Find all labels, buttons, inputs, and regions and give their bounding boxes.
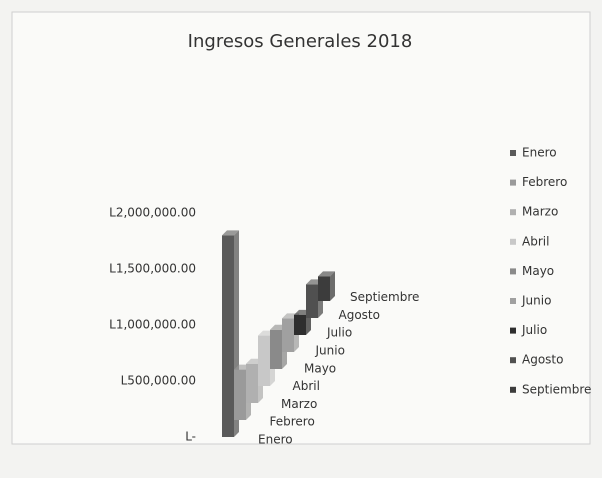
bar [234,369,246,420]
category-label: Agosto [339,308,380,322]
category-label: Enero [258,433,293,447]
category-label: Mayo [304,361,336,375]
legend-swatch [510,357,516,364]
y-tick-label: L- [185,430,196,444]
category-label: Marzo [281,397,317,411]
bar [294,314,306,335]
legend-label: Febrero [522,175,567,189]
bar-side [330,271,335,301]
category-label: Abril [293,379,320,393]
bar [306,284,318,318]
y-tick-label: L1,500,000.00 [109,262,196,276]
category-label: Julio [326,326,352,340]
y-tick-label: L500,000.00 [121,374,196,388]
chart-border [11,11,591,445]
bar-top [222,230,239,236]
legend-swatch [510,386,516,393]
y-tick-label: L2,000,000.00 [109,206,196,220]
legend-swatch [510,179,516,186]
chart-title: Ingresos Generales 2018 [188,31,413,52]
legend-label: Septiembre [522,382,591,396]
legend-label: Julio [521,323,547,337]
legend-swatch [510,327,516,334]
legend-swatch [510,238,516,245]
bar [246,363,258,403]
category-label: Septiembre [350,290,419,304]
bar [222,235,234,437]
legend-label: Mayo [522,264,554,278]
bar [318,276,330,301]
bar [258,335,270,386]
category-label: Junio [315,344,345,358]
bar-top [318,271,335,277]
legend-label: Junio [521,294,551,308]
legend-swatch [510,268,516,275]
legend-label: Enero [522,146,557,160]
y-tick-label: L1,000,000.00 [109,318,196,332]
legend-label: Marzo [522,205,558,219]
legend-label: Agosto [522,353,563,367]
legend-label: Abril [522,234,549,248]
bar [270,329,282,369]
legend-swatch [510,298,516,304]
legend-swatch [510,150,516,156]
legend-swatch [510,209,516,216]
category-label: Febrero [270,415,315,429]
bar [282,318,294,352]
